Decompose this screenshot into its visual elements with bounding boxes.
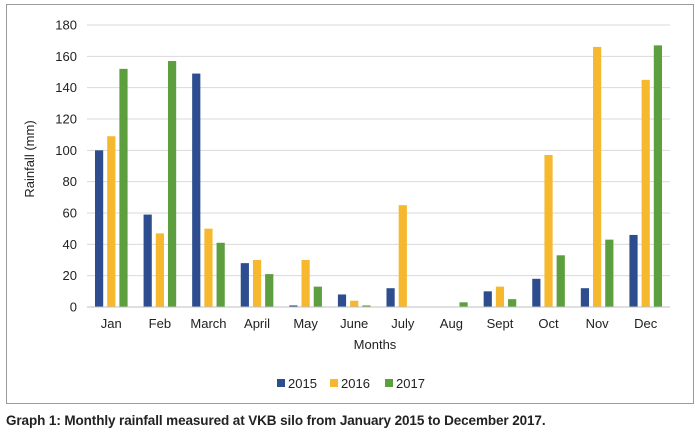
- x-tick-label-july: July: [391, 316, 415, 331]
- axes: 0 20 40 60 80 100 120 140 160 180 Jan Feb March April…: [55, 18, 670, 331]
- x-tick-label-april: April: [244, 316, 270, 331]
- bar-2016-dec: [641, 79, 650, 307]
- legend-swatch-2017: [385, 379, 393, 387]
- bar-2015-june: [337, 294, 347, 307]
- bar-2017-sept: [508, 299, 517, 307]
- bar-2015-jan: [94, 150, 104, 307]
- bar-2017-march: [216, 242, 225, 307]
- x-tick-label-june: June: [340, 316, 368, 331]
- bar-2015-march: [192, 73, 201, 307]
- bar-2016-feb: [155, 233, 164, 307]
- bar-2016-sept: [495, 286, 505, 307]
- x-tick-label-jan: Jan: [101, 316, 122, 331]
- bar-2017-april: [265, 274, 274, 307]
- y-tick-label-20: 20: [63, 268, 77, 283]
- bar-2016-march: [204, 228, 213, 307]
- bar-2016-jan: [107, 136, 116, 307]
- legend-swatch-2016: [330, 379, 338, 387]
- chart-caption: Graph 1: Monthly rainfall measured at VK…: [6, 413, 546, 428]
- bar-2015-dec: [629, 234, 638, 307]
- bar-2015-may: [289, 305, 298, 307]
- bar-2016-june: [350, 300, 359, 307]
- bar-2017-aug: [459, 302, 468, 307]
- x-tick-label-oct: Oct: [538, 316, 559, 331]
- bar-2015-july: [386, 288, 395, 307]
- y-tick-label-0: 0: [70, 300, 77, 315]
- bar-2017-nov: [605, 239, 614, 307]
- bar-2017-oct: [556, 255, 565, 307]
- y-axis-title: Rainfall (mm): [22, 120, 37, 197]
- x-tick-label-dec: Dec: [634, 316, 658, 331]
- y-tick-label-100: 100: [55, 143, 77, 158]
- bar-2017-feb: [167, 61, 177, 308]
- legend: 2015 2016 2017: [277, 376, 425, 391]
- x-axis-title: Months: [354, 337, 397, 352]
- bars: [94, 45, 663, 308]
- bar-2015-april: [240, 263, 249, 307]
- bar-2015-feb: [143, 214, 152, 307]
- y-tick-label-180: 180: [55, 18, 77, 33]
- bar-2016-july: [398, 205, 407, 307]
- bar-2017-dec: [653, 45, 663, 307]
- legend-label-2016: 2016: [341, 376, 370, 391]
- rainfall-bar-chart: 0 20 40 60 80 100 120 140 160 180 Jan Feb March April…: [22, 18, 670, 391]
- x-tick-label-nov: Nov: [586, 316, 610, 331]
- bar-2015-nov: [580, 288, 590, 307]
- bar-2017-june: [362, 305, 371, 307]
- x-tick-label-feb: Feb: [149, 316, 171, 331]
- bar-2016-april: [252, 260, 262, 307]
- legend-label-2017: 2017: [396, 376, 425, 391]
- bar-2015-oct: [532, 278, 541, 307]
- bar-2016-may: [301, 260, 310, 307]
- x-tick-label-aug: Aug: [440, 316, 463, 331]
- bar-2016-oct: [544, 155, 553, 307]
- y-tick-label-80: 80: [63, 174, 77, 189]
- x-tick-label-sept: Sept: [487, 316, 514, 331]
- y-tick-label-40: 40: [63, 237, 77, 252]
- bar-2017-may: [313, 286, 322, 307]
- bar-2015-sept: [483, 291, 492, 307]
- grid-lines: [87, 24, 670, 277]
- legend-swatch-2015: [277, 379, 285, 387]
- x-tick-label-march: March: [190, 316, 226, 331]
- bar-2016-nov: [593, 46, 602, 307]
- y-tick-label-120: 120: [55, 112, 77, 127]
- y-tick-label-60: 60: [63, 206, 77, 221]
- x-tick-label-may: May: [293, 316, 318, 331]
- y-tick-label-160: 160: [55, 49, 77, 64]
- y-tick-label-140: 140: [55, 80, 77, 95]
- legend-label-2015: 2015: [288, 376, 317, 391]
- bar-2017-jan: [119, 68, 128, 307]
